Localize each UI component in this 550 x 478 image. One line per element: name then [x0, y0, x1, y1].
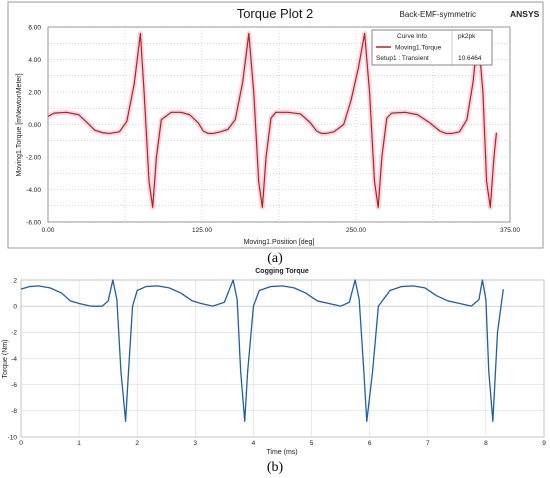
series-a	[47, 32, 498, 208]
y-tick-label: 4.00	[28, 57, 41, 64]
x-ticks-a: 0.00 125.00 250.00 375.00	[42, 227, 521, 234]
panel-b-title: Cogging Torque	[255, 268, 309, 275]
y-tick-label: 0.00	[28, 122, 41, 129]
panel-a-label: (a)	[267, 251, 283, 266]
y-ticks-b: 2 0 -2 -4 -6 -8 -10	[8, 277, 18, 441]
legend-header-1: Curve Info	[397, 33, 427, 40]
x-axis-label-a: Moving1.Position [deg]	[244, 239, 315, 246]
x-tick-label: 8	[484, 440, 488, 447]
y-tick-label: -10	[8, 434, 18, 441]
series-b	[20, 279, 504, 422]
x-tick-label: 7	[426, 440, 430, 447]
x-tick-label: 4	[252, 440, 256, 447]
x-axis-label-b: Time (ms)	[266, 449, 297, 456]
x-tick-label: 125.00	[192, 227, 212, 234]
x-tick-label: 0.00	[42, 227, 55, 234]
y-axis-label-a: Moving1.Torque [mNewtonMeter]	[16, 73, 23, 176]
y-tick-label: -2.00	[26, 154, 41, 161]
y-tick-label: 2.00	[28, 89, 41, 96]
y-tick-label: 6.00	[28, 24, 41, 31]
grid-b	[20, 279, 545, 438]
series-line	[20, 279, 504, 422]
y-ticks-a: 6.00 4.00 2.00 0.00 -2.00 -4.00 -6.00	[26, 24, 41, 226]
series-line	[47, 32, 498, 208]
y-tick-label: 2	[13, 277, 17, 284]
panel-a: Torque Plot 2 Back-EMF-symmetric ANSYS 6…	[7, 1, 544, 249]
x-tick-label: 250.00	[346, 227, 366, 234]
panel-b-label: (b)	[267, 460, 284, 475]
brand-logo: ANSYS	[510, 9, 540, 19]
legend-header-2: pk2pk	[458, 33, 476, 40]
panel-a-title: Torque Plot 2	[237, 6, 314, 21]
y-tick-label: -6.00	[26, 219, 41, 226]
legend-row-value: 10.6464	[458, 55, 482, 62]
y-tick-label: -4	[11, 356, 17, 363]
legend-box	[371, 29, 493, 66]
y-tick-label: -8	[11, 408, 17, 415]
legend-entry: Moving1.Torque	[395, 45, 442, 52]
x-tick-label: 5	[310, 440, 314, 447]
y-tick-label: -2	[11, 330, 17, 337]
legend-a: Curve Info pk2pk Moving1.Torque Setup1 :…	[371, 29, 493, 66]
x-ticks-b: 0 1 2 3 4 5 6 7 8 9	[19, 440, 546, 447]
design-name: Back-EMF-symmetric	[400, 10, 476, 19]
x-tick-label: 3	[194, 440, 198, 447]
x-tick-label: 1	[77, 440, 81, 447]
y-axis-label-b: Torque (Nm)	[2, 340, 9, 379]
y-tick-label: 0	[13, 303, 17, 310]
x-tick-label: 0	[19, 440, 23, 447]
legend-row-label: Setup1 : Transient	[376, 55, 429, 62]
y-tick-label: -6	[11, 382, 17, 389]
x-tick-label: 2	[135, 440, 139, 447]
x-tick-label: 6	[368, 440, 372, 447]
y-tick-label: -4.00	[26, 187, 41, 194]
x-tick-label: 9	[542, 440, 546, 447]
x-tick-label: 375.00	[500, 227, 520, 234]
